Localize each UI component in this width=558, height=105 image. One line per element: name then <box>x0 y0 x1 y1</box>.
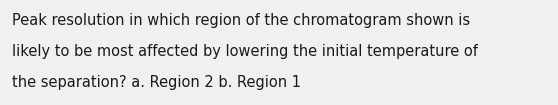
Text: likely to be most affected by lowering the initial temperature of: likely to be most affected by lowering t… <box>12 44 478 59</box>
Text: Peak resolution in which region of the chromatogram shown is: Peak resolution in which region of the c… <box>12 13 470 28</box>
Text: the separation? a. Region 2 b. Region 1: the separation? a. Region 2 b. Region 1 <box>12 75 301 90</box>
